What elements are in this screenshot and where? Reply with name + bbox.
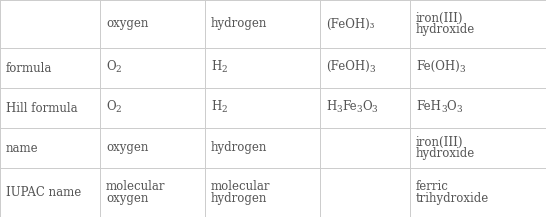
Text: O: O bbox=[106, 59, 116, 72]
Text: ferric: ferric bbox=[416, 180, 449, 193]
Text: Fe: Fe bbox=[342, 100, 357, 112]
Text: Hill formula: Hill formula bbox=[6, 102, 78, 115]
Text: H: H bbox=[326, 100, 336, 112]
Text: molecular: molecular bbox=[106, 180, 165, 193]
Text: hydrogen: hydrogen bbox=[211, 192, 268, 205]
Text: 2: 2 bbox=[116, 65, 121, 74]
Text: oxygen: oxygen bbox=[106, 141, 149, 155]
Text: 3: 3 bbox=[441, 105, 447, 114]
Text: 3: 3 bbox=[357, 105, 362, 114]
Text: IUPAC name: IUPAC name bbox=[6, 186, 81, 199]
Text: O: O bbox=[447, 100, 456, 112]
Text: 3: 3 bbox=[336, 105, 342, 114]
Text: 3: 3 bbox=[456, 105, 462, 114]
Text: H: H bbox=[211, 59, 221, 72]
Text: name: name bbox=[6, 141, 39, 155]
Text: trihydroxide: trihydroxide bbox=[416, 192, 489, 205]
Text: 3: 3 bbox=[460, 65, 465, 74]
Text: 2: 2 bbox=[221, 105, 227, 114]
Text: hydrogen: hydrogen bbox=[211, 18, 268, 31]
Text: 2: 2 bbox=[116, 105, 121, 114]
Text: oxygen: oxygen bbox=[106, 192, 149, 205]
Text: hydrogen: hydrogen bbox=[211, 141, 268, 155]
Text: FeH: FeH bbox=[416, 100, 441, 112]
Text: 2: 2 bbox=[221, 65, 227, 74]
Text: O: O bbox=[106, 100, 116, 112]
Text: H: H bbox=[211, 100, 221, 112]
Text: oxygen: oxygen bbox=[106, 18, 149, 31]
Text: (FeOH): (FeOH) bbox=[326, 59, 370, 72]
Text: formula: formula bbox=[6, 61, 52, 74]
Text: Fe(OH): Fe(OH) bbox=[416, 59, 460, 72]
Text: molecular: molecular bbox=[211, 180, 270, 193]
Text: hydroxide: hydroxide bbox=[416, 147, 475, 160]
Text: 3: 3 bbox=[372, 105, 377, 114]
Text: O: O bbox=[362, 100, 372, 112]
Text: iron(III): iron(III) bbox=[416, 136, 464, 149]
Text: iron(III): iron(III) bbox=[416, 12, 464, 25]
Text: (FeOH)₃: (FeOH)₃ bbox=[326, 18, 375, 31]
Text: 3: 3 bbox=[370, 65, 376, 74]
Text: hydroxide: hydroxide bbox=[416, 23, 475, 36]
